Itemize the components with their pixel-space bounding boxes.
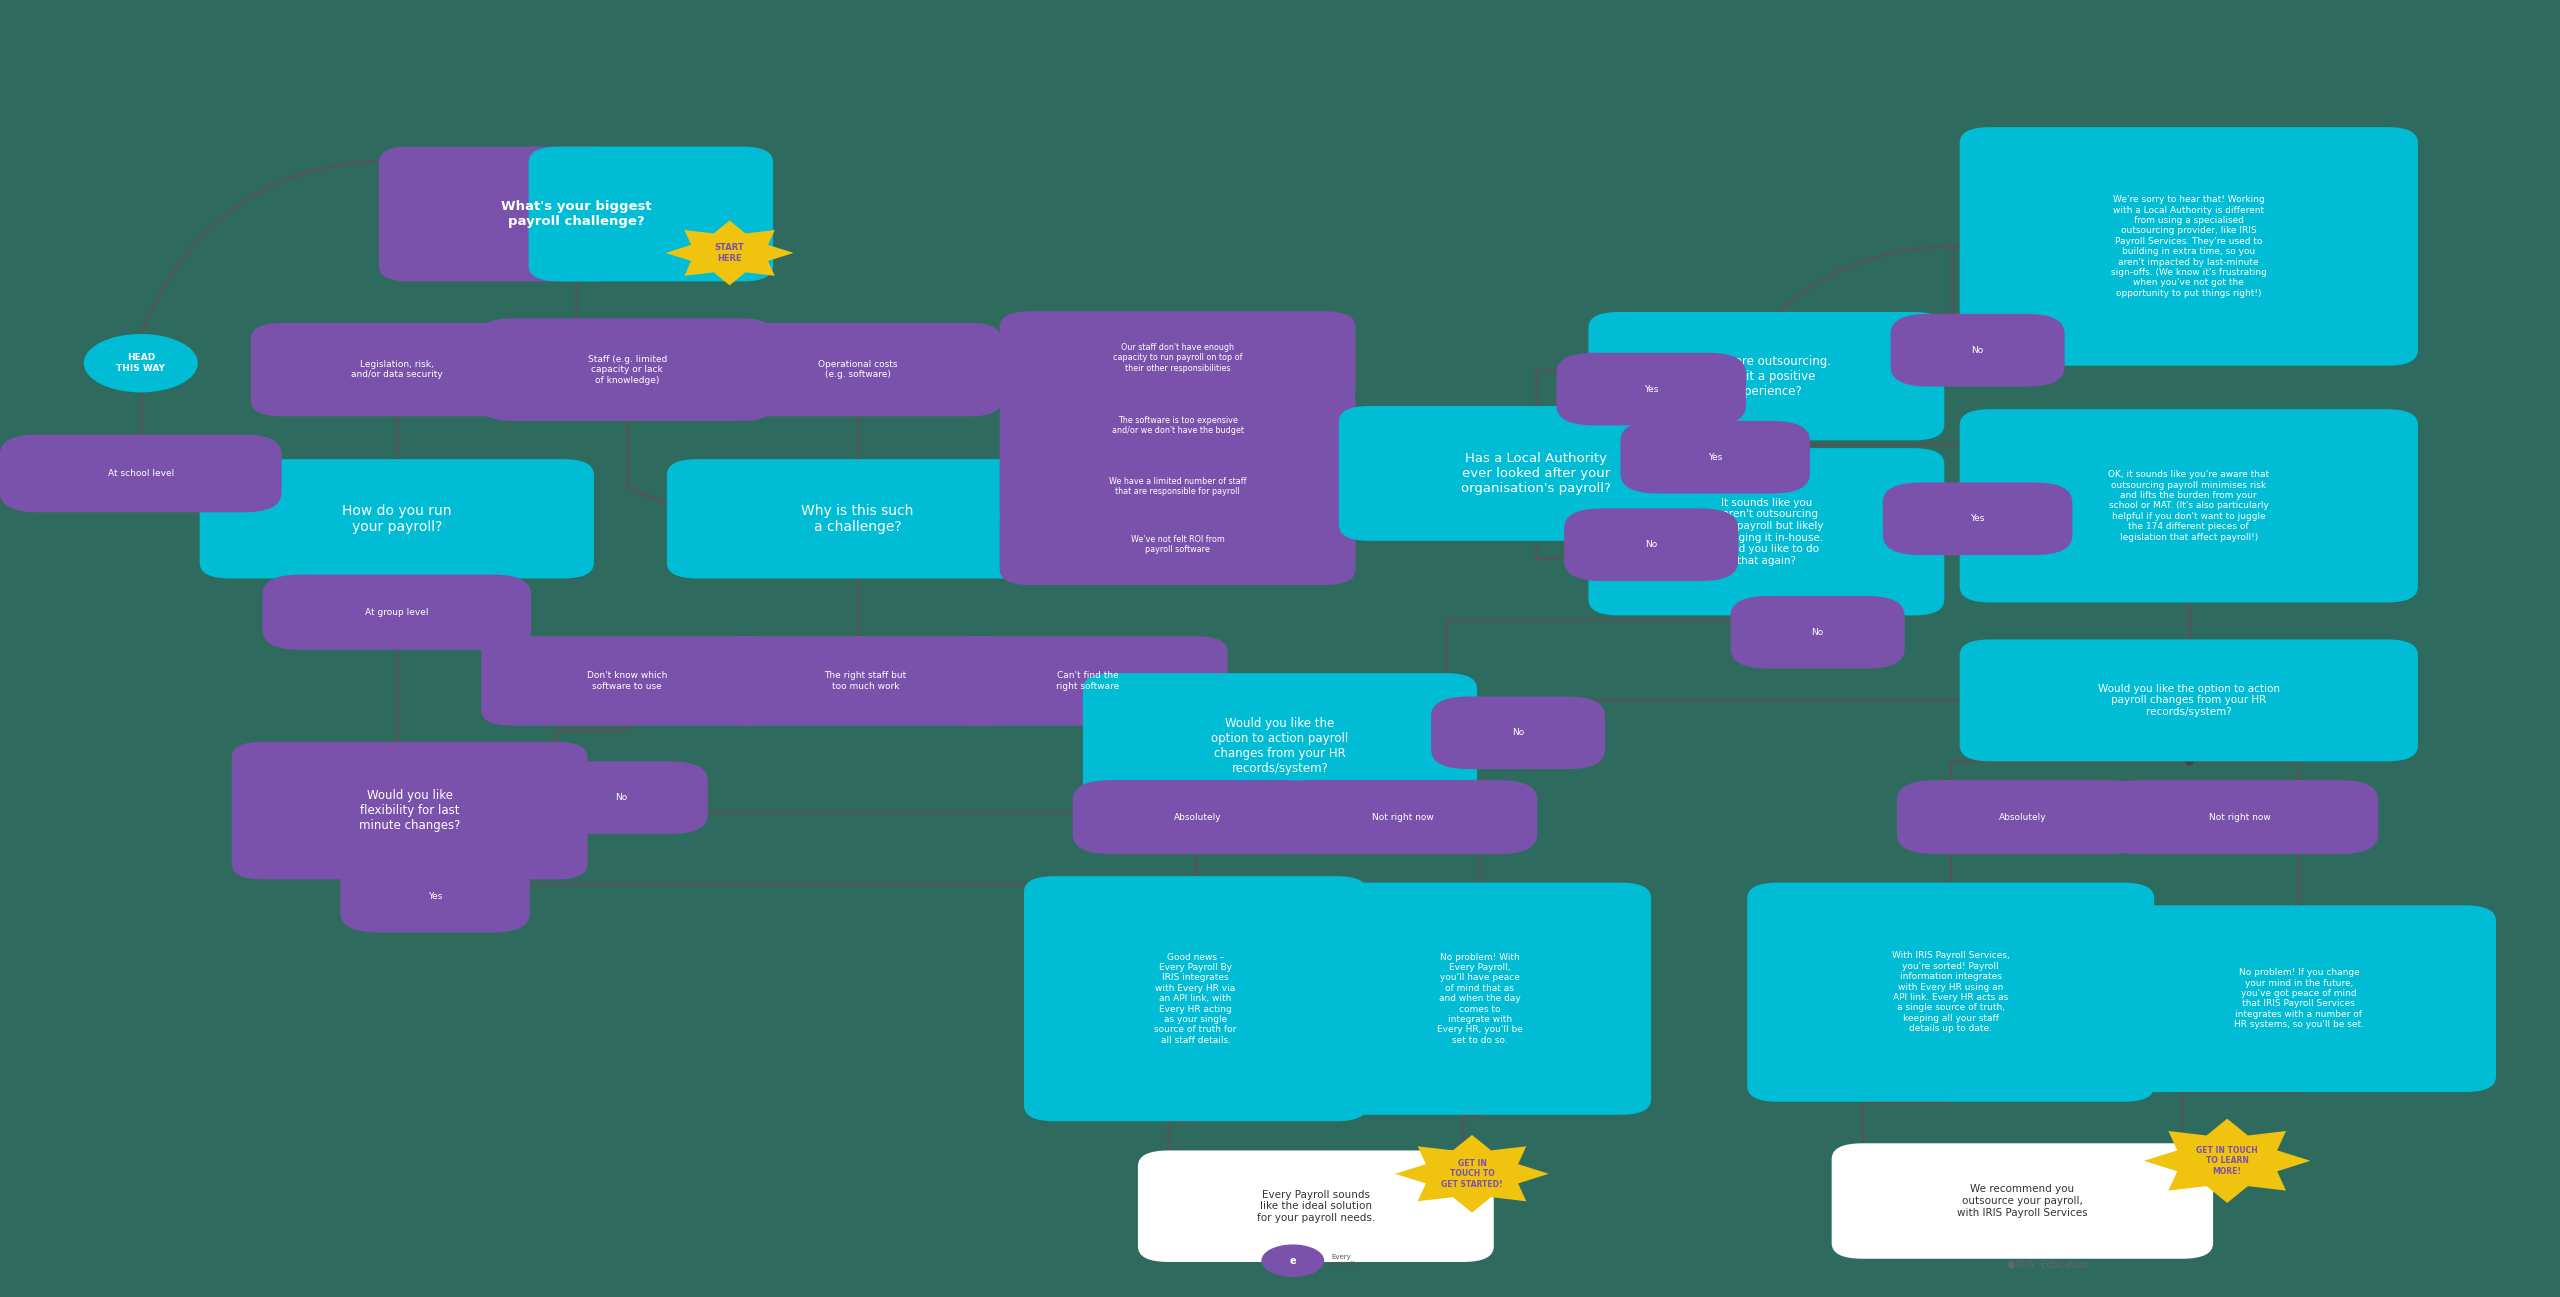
Text: Would you like the option to action
payroll changes from your HR
records/system?: Would you like the option to action payr… bbox=[2097, 684, 2281, 717]
FancyBboxPatch shape bbox=[1587, 313, 1946, 441]
Text: Absolutely: Absolutely bbox=[1175, 813, 1221, 821]
FancyBboxPatch shape bbox=[1564, 508, 1738, 581]
FancyBboxPatch shape bbox=[1139, 1150, 1495, 1262]
FancyBboxPatch shape bbox=[1270, 781, 1539, 855]
FancyBboxPatch shape bbox=[666, 459, 1050, 578]
FancyBboxPatch shape bbox=[1889, 314, 2063, 387]
Text: Staff (e.g. limited
capacity or lack
of knowledge): Staff (e.g. limited capacity or lack of … bbox=[586, 355, 668, 384]
Text: It sounds like you
weren't outsourcing
your payroll but likely
managing it in-ho: It sounds like you weren't outsourcing y… bbox=[1710, 498, 1823, 565]
Text: The software is too expensive
and/or we don't have the budget: The software is too expensive and/or we … bbox=[1111, 416, 1244, 434]
FancyBboxPatch shape bbox=[1431, 696, 1605, 769]
Text: We have a limited number of staff
that are responsible for payroll: We have a limited number of staff that a… bbox=[1108, 477, 1247, 495]
Text: Operational costs
(e.g. software): Operational costs (e.g. software) bbox=[817, 361, 899, 379]
FancyBboxPatch shape bbox=[1587, 449, 1946, 616]
Text: No: No bbox=[614, 794, 627, 802]
Text: No: No bbox=[1812, 628, 1823, 637]
FancyBboxPatch shape bbox=[1339, 406, 1733, 541]
Text: We recommend you
outsource your payroll,
with IRIS Payroll Services: We recommend you outsource your payroll,… bbox=[1956, 1184, 2089, 1218]
FancyBboxPatch shape bbox=[1833, 1144, 2212, 1258]
Text: Why is this such
a challenge?: Why is this such a challenge? bbox=[801, 503, 914, 534]
Text: At group level: At group level bbox=[366, 608, 428, 616]
FancyBboxPatch shape bbox=[1961, 639, 2417, 761]
Text: Not right now: Not right now bbox=[2209, 813, 2271, 821]
FancyBboxPatch shape bbox=[2102, 905, 2496, 1092]
FancyBboxPatch shape bbox=[1897, 781, 2148, 855]
FancyBboxPatch shape bbox=[1073, 781, 1324, 855]
Polygon shape bbox=[2145, 1118, 2312, 1204]
Text: How do you run
your payroll?: How do you run your payroll? bbox=[343, 503, 451, 534]
FancyBboxPatch shape bbox=[1001, 444, 1357, 529]
Text: Yes: Yes bbox=[1971, 515, 1984, 523]
Text: Not right now: Not right now bbox=[1372, 813, 1434, 821]
Text: We've not felt ROI from
payroll software: We've not felt ROI from payroll software bbox=[1132, 536, 1224, 554]
FancyBboxPatch shape bbox=[1961, 410, 2417, 602]
FancyBboxPatch shape bbox=[535, 761, 707, 834]
Text: Has a Local Authority
ever looked after your
organisation's payroll?: Has a Local Authority ever looked after … bbox=[1462, 451, 1610, 495]
Text: Don't know which
software to use: Don't know which software to use bbox=[586, 672, 668, 690]
Polygon shape bbox=[1395, 1135, 1549, 1213]
FancyBboxPatch shape bbox=[719, 637, 1011, 726]
Text: START
HERE: START HERE bbox=[714, 244, 745, 262]
FancyBboxPatch shape bbox=[1001, 505, 1357, 585]
Text: With IRIS Payroll Services,
you're sorted! Payroll
information integrates
with E: With IRIS Payroll Services, you're sorte… bbox=[1892, 951, 2010, 1034]
FancyBboxPatch shape bbox=[1001, 311, 1357, 405]
Text: ●IRIS  Education: ●IRIS Education bbox=[2007, 1259, 2089, 1270]
FancyBboxPatch shape bbox=[1731, 597, 1905, 669]
FancyBboxPatch shape bbox=[2102, 781, 2378, 855]
Polygon shape bbox=[666, 220, 794, 285]
FancyBboxPatch shape bbox=[251, 323, 543, 416]
Text: No: No bbox=[1646, 541, 1656, 549]
FancyBboxPatch shape bbox=[1961, 127, 2417, 366]
FancyBboxPatch shape bbox=[714, 323, 1001, 416]
FancyBboxPatch shape bbox=[1001, 383, 1357, 468]
FancyBboxPatch shape bbox=[530, 147, 773, 281]
Text: Good news –
Every Payroll By
IRIS integrates
with Every HR via
an API link, with: Good news – Every Payroll By IRIS integr… bbox=[1155, 952, 1236, 1045]
Text: The right staff but
too much work: The right staff but too much work bbox=[824, 672, 906, 690]
Text: No problem! With
Every Payroll,
you'll have peace
of mind that as
and when the d: No problem! With Every Payroll, you'll h… bbox=[1436, 952, 1523, 1045]
Text: Would you like
flexibility for last
minute changes?: Would you like flexibility for last minu… bbox=[358, 789, 461, 833]
FancyBboxPatch shape bbox=[200, 459, 594, 578]
FancyBboxPatch shape bbox=[950, 637, 1229, 726]
Text: OK, it sounds like you're aware that
outsourcing payroll minimises risk
and lift: OK, it sounds like you're aware that out… bbox=[2109, 470, 2268, 542]
Text: At school level: At school level bbox=[108, 470, 174, 477]
Text: No problem! If you change
your mind in the future,
you've got peace of mind
that: No problem! If you change your mind in t… bbox=[2235, 968, 2363, 1030]
FancyBboxPatch shape bbox=[1748, 883, 2156, 1102]
Circle shape bbox=[1262, 1245, 1324, 1276]
Text: Absolutely: Absolutely bbox=[1999, 813, 2045, 821]
Text: No: No bbox=[1971, 346, 1984, 354]
Text: e: e bbox=[1290, 1255, 1295, 1266]
Text: Legislation, risk,
and/or data security: Legislation, risk, and/or data security bbox=[351, 361, 443, 379]
Text: We're sorry to hear that! Working
with a Local Authority is different
from using: We're sorry to hear that! Working with a… bbox=[2112, 195, 2266, 298]
FancyBboxPatch shape bbox=[1024, 877, 1367, 1121]
FancyBboxPatch shape bbox=[1308, 882, 1651, 1114]
Text: What's your biggest
payroll challenge?: What's your biggest payroll challenge? bbox=[502, 200, 650, 228]
Text: GET IN TOUCH
TO LEARN
MORE!: GET IN TOUCH TO LEARN MORE! bbox=[2196, 1147, 2258, 1175]
Text: Every Payroll sounds
like the ideal solution
for your payroll needs.: Every Payroll sounds like the ideal solu… bbox=[1257, 1189, 1375, 1223]
FancyBboxPatch shape bbox=[481, 637, 773, 726]
Text: Every
payroll: Every payroll bbox=[1331, 1254, 1354, 1267]
FancyBboxPatch shape bbox=[1556, 353, 1746, 425]
FancyBboxPatch shape bbox=[379, 147, 625, 281]
FancyBboxPatch shape bbox=[233, 742, 589, 879]
Circle shape bbox=[84, 335, 197, 392]
FancyBboxPatch shape bbox=[0, 434, 282, 512]
FancyBboxPatch shape bbox=[340, 860, 530, 933]
FancyBboxPatch shape bbox=[1620, 420, 1810, 494]
Text: Would you like the
option to action payroll
changes from your HR
records/system?: Would you like the option to action payr… bbox=[1211, 717, 1349, 774]
Text: No: No bbox=[1513, 729, 1523, 737]
Text: Can't find the
right software: Can't find the right software bbox=[1057, 672, 1119, 690]
Text: Yes: Yes bbox=[428, 892, 443, 900]
Text: GET IN
TOUCH TO
GET STARTED!: GET IN TOUCH TO GET STARTED! bbox=[1441, 1160, 1503, 1188]
Text: Yes: Yes bbox=[1708, 453, 1723, 462]
Text: You were outsourcing.
Was it a positive
experience?: You were outsourcing. Was it a positive … bbox=[1702, 354, 1830, 398]
FancyBboxPatch shape bbox=[481, 319, 773, 420]
FancyBboxPatch shape bbox=[1083, 673, 1477, 818]
FancyBboxPatch shape bbox=[1884, 482, 2071, 555]
Text: Yes: Yes bbox=[1644, 385, 1659, 393]
Text: Our staff don't have enough
capacity to run payroll on top of
their other respon: Our staff don't have enough capacity to … bbox=[1114, 344, 1242, 372]
Text: HEAD
THIS WAY: HEAD THIS WAY bbox=[115, 354, 166, 372]
FancyBboxPatch shape bbox=[261, 575, 532, 650]
